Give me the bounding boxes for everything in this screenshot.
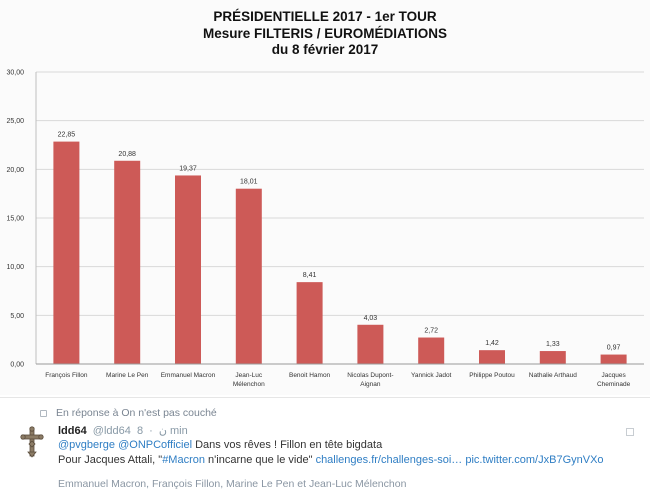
bar xyxy=(418,337,445,364)
bar xyxy=(539,351,566,364)
article-link[interactable]: challenges.fr/challenges-soi… xyxy=(315,454,463,466)
x-tick-label: Cheminade xyxy=(597,381,631,388)
tweet[interactable]: En réponse à On n'est pas couché ldd64 @… xyxy=(0,397,650,497)
x-tick-label: Emmanuel Macron xyxy=(161,372,216,379)
reply-context[interactable]: En réponse à On n'est pas couché xyxy=(56,407,217,419)
author-glyph: ن xyxy=(158,425,167,437)
x-tick-label: Nathalie Arthaud xyxy=(529,372,577,379)
author-handle[interactable]: @ldd64 xyxy=(92,425,131,437)
tweet-header: ldd64 @ldd64 ن · 8 min xyxy=(58,424,188,437)
time-separator: · xyxy=(149,425,153,437)
tweet-mentions[interactable]: @pvgberge @ONPCofficiel xyxy=(58,439,193,451)
y-tick-label: 30,00 xyxy=(6,70,24,77)
y-tick-label: 10,00 xyxy=(6,264,24,271)
y-tick-label: 5,00 xyxy=(10,313,24,320)
bar xyxy=(53,141,80,364)
chart-title-line-1: PRÉSIDENTIELLE 2017 - 1er TOUR xyxy=(213,9,437,24)
data-label: 2,72 xyxy=(424,328,438,335)
x-tick-label: Philippe Poutou xyxy=(469,372,515,379)
x-tick-label: Mélenchon xyxy=(233,381,265,388)
hashtag-link[interactable]: #Macron xyxy=(162,454,205,466)
data-label: 1,33 xyxy=(546,341,560,348)
tweet-text-line-2: Pour Jacques Attali, "#Macron n'incarne … xyxy=(58,454,604,466)
y-tick-label: 25,00 xyxy=(6,118,24,125)
data-label: 20,88 xyxy=(118,151,136,158)
data-label: 18,01 xyxy=(240,179,258,186)
author-name[interactable]: ldd64 xyxy=(58,425,87,437)
x-tick-label: François Fillon xyxy=(45,372,88,379)
avatar[interactable] xyxy=(20,426,44,458)
x-tick-label: Jacques xyxy=(601,372,626,379)
x-tick-label: Yannick Jadot xyxy=(411,372,452,379)
data-label: 19,37 xyxy=(179,165,197,172)
data-label: 22,85 xyxy=(58,132,76,139)
chart-title: PRÉSIDENTIELLE 2017 - 1er TOUR Mesure FI… xyxy=(0,9,650,59)
tweet-text-2: Pour Jacques Attali, " xyxy=(58,454,163,466)
data-label: 4,03 xyxy=(364,315,378,322)
y-tick-label: 20,00 xyxy=(6,167,24,174)
x-tick-label: Nicolas Dupont- xyxy=(347,372,393,379)
bar xyxy=(175,175,201,364)
reply-icon xyxy=(40,410,47,417)
bar xyxy=(479,350,505,364)
y-tick-label: 15,00 xyxy=(6,216,24,223)
tweet-time[interactable]: 8 min xyxy=(136,425,188,437)
x-tick-label: Marine Le Pen xyxy=(106,372,149,379)
tweet-text-1: Dans vos rêves ! Fillon en tête bigdata xyxy=(192,439,383,451)
data-label: 1,42 xyxy=(485,340,499,347)
bar xyxy=(357,324,384,364)
bar xyxy=(600,354,627,364)
data-label: 0,97 xyxy=(607,345,621,352)
more-options-icon[interactable] xyxy=(626,428,634,436)
bar xyxy=(296,282,323,364)
x-tick-label: Jean-Luc xyxy=(235,372,262,379)
x-tick-label: Aignan xyxy=(360,381,381,388)
chart-title-line-2: Mesure FILTERIS / EUROMÉDIATIONS xyxy=(202,25,448,41)
x-tick-label: Benoit Hamon xyxy=(289,372,331,379)
tweet-text-3: n'incarne que le vide" xyxy=(204,454,316,466)
chart-title-line-3: du 8 février 2017 xyxy=(271,42,379,57)
data-label: 8,41 xyxy=(303,272,317,279)
picture-link[interactable]: pic.twitter.com/JxB7GynVXo xyxy=(462,454,604,466)
bar xyxy=(235,188,262,364)
y-tick-label: 0,00 xyxy=(10,362,24,369)
mentioned-people[interactable]: Emmanuel Macron, François Fillon, Marine… xyxy=(58,478,407,490)
bar-chart: 0,00 5,00 10,00 15,00 20,00 25,00 30,00 22,85 Fr… xyxy=(6,70,644,388)
chart-panel: PRÉSIDENTIELLE 2017 - 1er TOUR Mesure FI… xyxy=(0,9,650,388)
tweet-text-line-1: @pvgberge @ONPCofficiel Dans vos rêves !… xyxy=(58,439,382,451)
bar xyxy=(114,160,141,364)
